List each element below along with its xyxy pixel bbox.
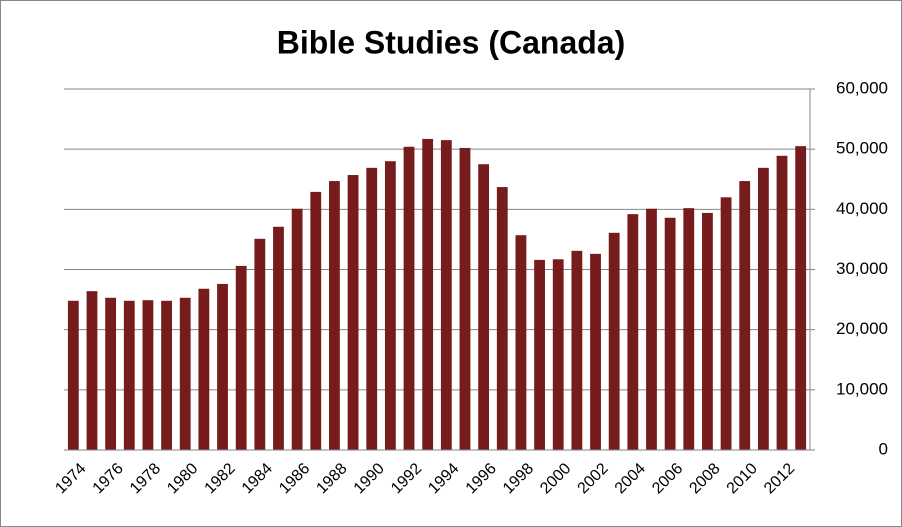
bar bbox=[496, 187, 508, 451]
chart-title: Bible Studies (Canada) bbox=[277, 24, 626, 60]
y-tick-label: 30,000 bbox=[836, 259, 888, 278]
bar bbox=[683, 208, 695, 450]
bar bbox=[720, 197, 732, 450]
bar bbox=[198, 288, 210, 450]
bar bbox=[739, 181, 751, 450]
bar bbox=[254, 238, 266, 450]
y-tick-label: 50,000 bbox=[836, 139, 888, 158]
bar bbox=[664, 217, 676, 450]
bar bbox=[403, 146, 415, 450]
bar bbox=[646, 208, 657, 450]
bar bbox=[590, 253, 601, 450]
bar bbox=[347, 175, 359, 450]
bar bbox=[571, 250, 583, 450]
bar bbox=[123, 300, 135, 450]
bar bbox=[776, 155, 788, 450]
bar bbox=[179, 297, 191, 450]
bar bbox=[217, 283, 228, 450]
y-tick-label: 0 bbox=[879, 439, 888, 458]
bar bbox=[235, 265, 247, 450]
bar bbox=[366, 167, 378, 450]
bar bbox=[273, 226, 284, 450]
bar bbox=[459, 147, 471, 451]
bar bbox=[422, 138, 434, 450]
bar bbox=[702, 212, 713, 450]
bar bbox=[515, 235, 527, 450]
y-tick-label: 10,000 bbox=[836, 379, 888, 398]
bar bbox=[329, 181, 340, 450]
bar bbox=[105, 297, 117, 450]
bar bbox=[142, 300, 154, 450]
bar bbox=[86, 291, 98, 450]
bar bbox=[757, 167, 769, 450]
y-tick-label: 40,000 bbox=[836, 199, 888, 218]
bar bbox=[627, 214, 639, 450]
bar bbox=[161, 300, 172, 450]
bar bbox=[608, 232, 620, 450]
bar bbox=[291, 208, 303, 450]
bar bbox=[67, 300, 79, 450]
bar bbox=[384, 161, 396, 450]
bar bbox=[552, 259, 564, 450]
bar bbox=[478, 164, 490, 451]
bar bbox=[534, 259, 545, 450]
y-tick-label: 20,000 bbox=[836, 319, 888, 338]
bar bbox=[440, 140, 452, 450]
bar bbox=[795, 146, 807, 451]
y-tick-label: 60,000 bbox=[836, 78, 888, 97]
bar bbox=[310, 191, 322, 450]
